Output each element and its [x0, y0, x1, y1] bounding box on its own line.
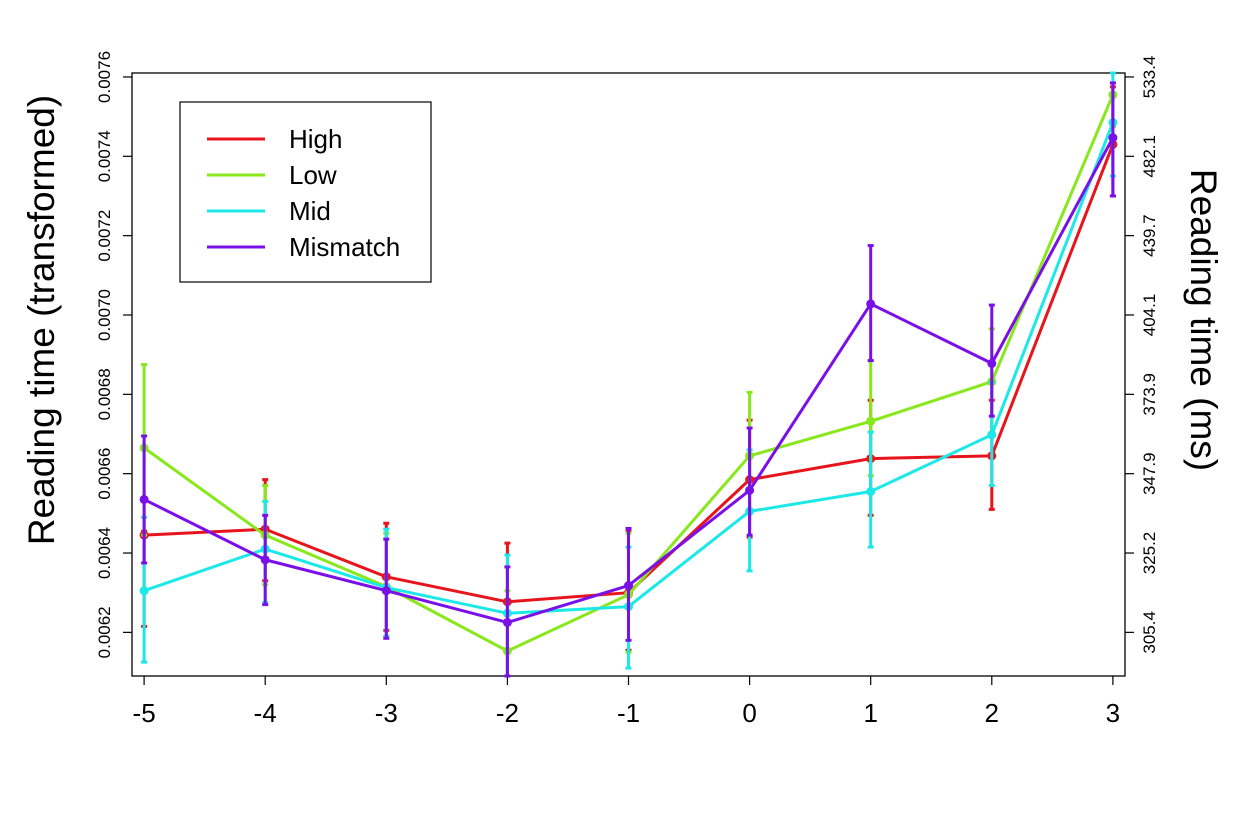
legend-label-low: Low [289, 160, 337, 190]
y-axis-title: Reading time (transformed) [21, 95, 62, 545]
y-tick-label-6: 0.0074 [95, 130, 114, 182]
data-point-mid-0 [139, 586, 149, 596]
y2-tick-label-2: 347.9 [1140, 452, 1159, 495]
x-tick-label-6: 1 [863, 698, 877, 728]
legend-entry-high: High [207, 124, 342, 154]
y-tick-label-2: 0.0066 [95, 448, 114, 500]
x-tick-label-2: -3 [375, 698, 398, 728]
legend-label-mismatch: Mismatch [289, 232, 400, 262]
data-point-mismatch-4 [624, 581, 633, 591]
data-point-low-6 [866, 416, 876, 426]
y2-tick-label-3: 373.9 [1140, 373, 1159, 416]
data-point-mid-6 [866, 487, 876, 497]
series-layer [139, 71, 1118, 678]
legend-entry-low: Low [207, 160, 337, 190]
legend-entry-mismatch: Mismatch [207, 232, 400, 262]
x-tick-label-8: 3 [1106, 698, 1120, 728]
data-point-mismatch-7 [987, 358, 997, 368]
legend-label-mid: Mid [289, 196, 331, 226]
y2-tick-label-6: 482.1 [1140, 135, 1159, 178]
x-tick-label-7: 2 [985, 698, 999, 728]
legend: High Low Mid Mismatch [179, 101, 432, 283]
x-tick-label-1: -4 [254, 698, 277, 728]
y-tick-label-0: 0.0062 [95, 606, 114, 658]
y2-tick-label-0: 305.4 [1140, 611, 1159, 654]
x-tick-label-0: -5 [133, 698, 156, 728]
y2-tick-label-5: 439.7 [1140, 214, 1159, 257]
data-point-mid-7 [987, 430, 997, 440]
data-point-mismatch-8 [1108, 133, 1118, 143]
data-point-mismatch-1 [260, 555, 270, 565]
legend-entry-mid: Mid [207, 196, 331, 226]
data-point-mismatch-3 [502, 617, 512, 627]
axes: -5 -4 -3 -2 -1 0 1 2 3 0.0062 0.0064 0.0066 0.0068 0.… [95, 51, 1159, 728]
y2-tick-label-1: 325.2 [1140, 532, 1159, 575]
series-mismatch [139, 81, 1118, 678]
y2-tick-label-7: 533.4 [1140, 56, 1159, 99]
x-tick-label-5: 0 [742, 698, 756, 728]
data-point-mismatch-6 [866, 299, 876, 309]
legend-label-high: High [289, 124, 342, 154]
y-tick-label-7: 0.0076 [95, 51, 114, 103]
y2-axis-title: Reading time (ms) [1183, 169, 1224, 471]
data-point-mismatch-5 [745, 485, 755, 495]
data-point-mismatch-2 [381, 586, 391, 596]
y-tick-label-4: 0.0070 [95, 289, 114, 341]
y-tick-label-1: 0.0064 [95, 527, 114, 579]
y-tick-label-3: 0.0068 [95, 368, 114, 420]
data-point-mismatch-0 [139, 494, 149, 504]
y2-tick-label-4: 404.1 [1140, 294, 1159, 337]
legend-box [179, 101, 432, 283]
x-tick-label-4: -1 [617, 698, 640, 728]
y-tick-label-5: 0.0072 [95, 210, 114, 262]
x-tick-label-3: -2 [496, 698, 519, 728]
